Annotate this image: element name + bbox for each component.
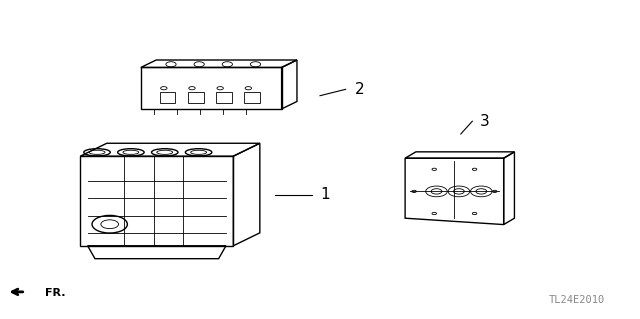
Text: 3: 3 [480, 114, 490, 129]
Text: 1: 1 [320, 187, 330, 202]
Text: 2: 2 [355, 82, 365, 97]
Text: FR.: FR. [45, 288, 65, 298]
Text: TL24E2010: TL24E2010 [548, 295, 605, 305]
